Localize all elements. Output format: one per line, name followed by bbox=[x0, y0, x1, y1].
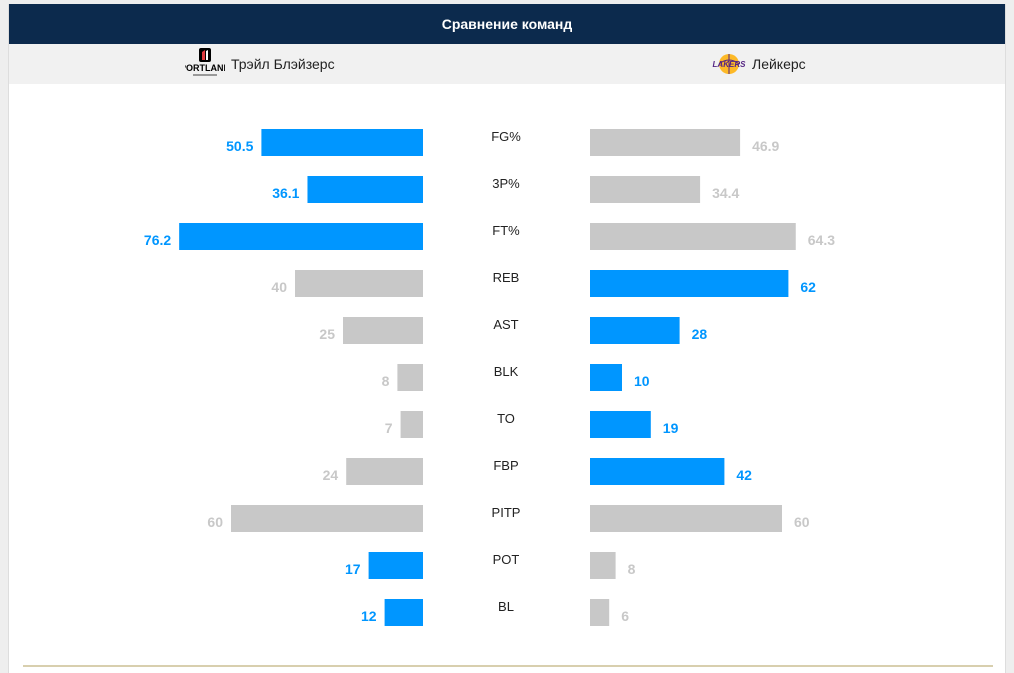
away-value-ft: 64.3 bbox=[808, 232, 835, 248]
category-label-fg: FG% bbox=[491, 129, 521, 144]
category-label-bl: BL bbox=[498, 599, 514, 614]
away-bar-reb bbox=[590, 270, 789, 297]
home-value-ft: 76.2 bbox=[144, 232, 171, 248]
lakers-logo-text: LAKERS bbox=[713, 60, 746, 69]
away-value-fg: 46.9 bbox=[752, 138, 779, 154]
home-bar-fbp bbox=[346, 458, 423, 485]
home-team-name: Трэйл Блэйзерс bbox=[231, 56, 335, 72]
away-value-blk: 10 bbox=[634, 373, 650, 389]
away-value-reb: 62 bbox=[800, 279, 816, 295]
away-bar-blk bbox=[590, 364, 622, 391]
home-bar-pitp bbox=[231, 505, 423, 532]
away-value-to: 19 bbox=[663, 420, 679, 436]
category-label-pitp: PITP bbox=[492, 505, 521, 520]
away-value-bl: 6 bbox=[621, 608, 629, 624]
home-value-pot: 17 bbox=[345, 561, 361, 577]
home-bar-3p bbox=[307, 176, 423, 203]
footer-divider bbox=[23, 665, 993, 667]
home-bar-reb bbox=[295, 270, 423, 297]
home-value-bl: 12 bbox=[361, 608, 377, 624]
home-bar-to bbox=[400, 411, 423, 438]
home-value-fg: 50.5 bbox=[226, 138, 253, 154]
category-label-ast: AST bbox=[493, 317, 518, 332]
home-bar-bl bbox=[384, 599, 423, 626]
away-bar-3p bbox=[590, 176, 701, 203]
away-team-name: Лейкерс bbox=[752, 56, 806, 72]
category-label-3p: 3P% bbox=[492, 176, 520, 191]
away-bar-bl bbox=[590, 599, 610, 626]
home-value-reb: 40 bbox=[271, 279, 287, 295]
home-value-ast: 25 bbox=[319, 326, 335, 342]
away-bar-ast bbox=[590, 317, 680, 344]
away-bar-pitp bbox=[590, 505, 782, 532]
category-label-fbp: FBP bbox=[493, 458, 518, 473]
away-bar-fg bbox=[590, 129, 741, 156]
away-bar-fbp bbox=[590, 458, 725, 485]
home-value-pitp: 60 bbox=[207, 514, 223, 530]
away-team[interactable]: LAKERS Лейкерс bbox=[712, 44, 806, 84]
home-value-to: 7 bbox=[385, 420, 393, 436]
team-comparison-panel: Сравнение команд PORTLAND Трэйл Блэйзерс bbox=[8, 4, 1006, 673]
away-bar-ft bbox=[590, 223, 796, 250]
home-bar-blk bbox=[397, 364, 423, 391]
panel-title: Сравнение команд bbox=[9, 4, 1005, 44]
away-value-pot: 8 bbox=[628, 561, 636, 577]
away-bar-pot bbox=[590, 552, 616, 579]
away-value-3p: 34.4 bbox=[712, 185, 739, 201]
category-label-reb: REB bbox=[493, 270, 520, 285]
away-bar-to bbox=[590, 411, 651, 438]
away-value-pitp: 60 bbox=[794, 514, 810, 530]
category-label-ft: FT% bbox=[492, 223, 520, 238]
home-bar-ast bbox=[343, 317, 423, 344]
home-value-3p: 36.1 bbox=[272, 185, 299, 201]
away-value-ast: 28 bbox=[692, 326, 708, 342]
home-bar-pot bbox=[368, 552, 423, 579]
category-label-pot: POT bbox=[493, 552, 520, 567]
home-bar-ft bbox=[179, 223, 423, 250]
home-team[interactable]: PORTLAND Трэйл Блэйзерс bbox=[185, 44, 335, 84]
trail-blazers-logo-icon: PORTLAND bbox=[185, 47, 225, 81]
teams-header: PORTLAND Трэйл Блэйзерс LAKERS Лейкерс bbox=[9, 44, 1005, 84]
category-label-to: TO bbox=[497, 411, 515, 426]
lakers-logo-icon: LAKERS bbox=[712, 52, 746, 76]
category-label-blk: BLK bbox=[494, 364, 519, 379]
home-bar-fg bbox=[261, 129, 423, 156]
home-value-fbp: 24 bbox=[323, 467, 339, 483]
trail-blazers-logo-text: PORTLAND bbox=[185, 63, 225, 73]
away-value-fbp: 42 bbox=[736, 467, 752, 483]
home-value-blk: 8 bbox=[382, 373, 390, 389]
